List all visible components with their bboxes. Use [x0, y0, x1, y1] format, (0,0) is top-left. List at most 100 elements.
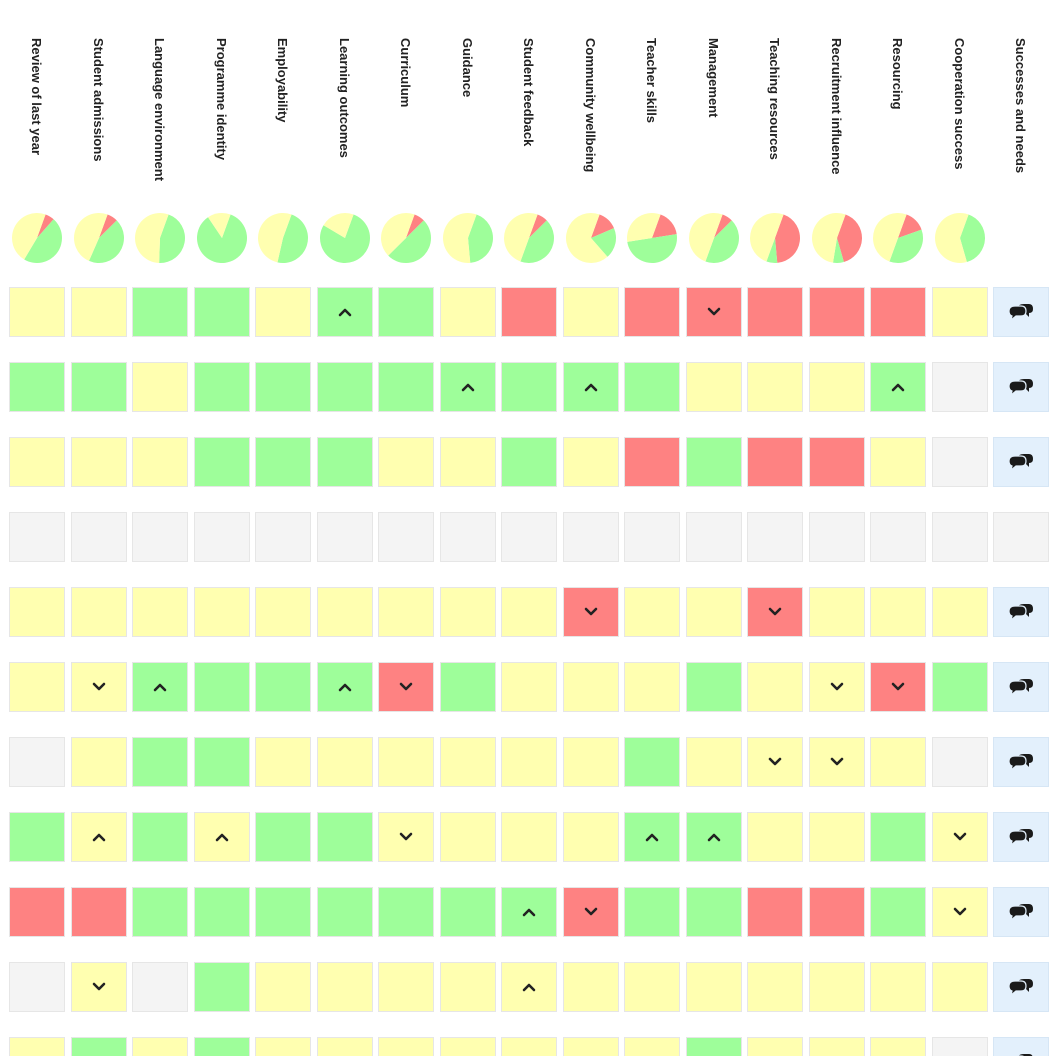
rating-cell-teacher-skills[interactable] [624, 662, 680, 712]
rating-cell-guidance[interactable] [440, 812, 496, 862]
rating-cell-student-admissions[interactable] [71, 362, 127, 412]
rating-cell-teacher-skills[interactable] [624, 812, 680, 862]
rating-cell-community-wellbeing[interactable] [563, 662, 619, 712]
rating-cell-review-of-last-year[interactable] [9, 287, 65, 337]
rating-cell-language-environment[interactable] [132, 737, 188, 787]
rating-cell-employability[interactable] [255, 587, 311, 637]
rating-cell-teaching-resources[interactable] [747, 662, 803, 712]
rating-cell-student-feedback[interactable] [501, 1037, 557, 1056]
rating-cell-teaching-resources[interactable] [747, 437, 803, 487]
rating-cell-student-feedback[interactable] [501, 362, 557, 412]
rating-cell-learning-outcomes[interactable] [317, 1037, 373, 1056]
rating-cell-programme-identity[interactable] [194, 287, 250, 337]
rating-cell-student-admissions[interactable] [71, 287, 127, 337]
rating-cell-teacher-skills[interactable] [624, 437, 680, 487]
comments-button[interactable] [993, 737, 1049, 787]
rating-cell-recruitment-influence[interactable] [809, 287, 865, 337]
rating-cell-management[interactable] [686, 287, 742, 337]
rating-cell-programme-identity[interactable] [194, 1037, 250, 1056]
rating-cell-curriculum[interactable] [378, 812, 434, 862]
rating-cell-learning-outcomes[interactable] [317, 287, 373, 337]
rating-cell-learning-outcomes[interactable] [317, 437, 373, 487]
rating-cell-student-admissions[interactable] [71, 587, 127, 637]
rating-cell-guidance[interactable] [440, 362, 496, 412]
rating-cell-management[interactable] [686, 437, 742, 487]
rating-cell-community-wellbeing[interactable] [563, 587, 619, 637]
rating-cell-community-wellbeing[interactable] [563, 962, 619, 1012]
rating-cell-teaching-resources[interactable] [747, 737, 803, 787]
rating-cell-curriculum[interactable] [378, 662, 434, 712]
rating-cell-recruitment-influence[interactable] [809, 662, 865, 712]
rating-cell-teacher-skills[interactable] [624, 737, 680, 787]
comments-button[interactable] [993, 587, 1049, 637]
rating-cell-employability[interactable] [255, 887, 311, 937]
rating-cell-curriculum[interactable] [378, 962, 434, 1012]
rating-cell-student-admissions[interactable] [71, 737, 127, 787]
rating-cell-recruitment-influence[interactable] [809, 1037, 865, 1056]
rating-cell-recruitment-influence[interactable] [809, 587, 865, 637]
comments-button[interactable] [993, 287, 1049, 337]
rating-cell-student-feedback[interactable] [501, 737, 557, 787]
rating-cell-review-of-last-year[interactable] [9, 812, 65, 862]
rating-cell-recruitment-influence[interactable] [809, 962, 865, 1012]
comments-button[interactable] [993, 812, 1049, 862]
rating-cell-programme-identity[interactable] [194, 362, 250, 412]
rating-cell-employability[interactable] [255, 287, 311, 337]
rating-cell-programme-identity[interactable] [194, 587, 250, 637]
rating-cell-recruitment-influence[interactable] [809, 362, 865, 412]
rating-cell-review-of-last-year[interactable] [9, 662, 65, 712]
rating-cell-community-wellbeing[interactable] [563, 887, 619, 937]
rating-cell-guidance[interactable] [440, 287, 496, 337]
rating-cell-community-wellbeing[interactable] [563, 1037, 619, 1056]
rating-cell-student-admissions[interactable] [71, 962, 127, 1012]
rating-cell-management[interactable] [686, 662, 742, 712]
rating-cell-management[interactable] [686, 587, 742, 637]
rating-cell-review-of-last-year[interactable] [9, 362, 65, 412]
comments-button[interactable] [993, 887, 1049, 937]
rating-cell-management[interactable] [686, 362, 742, 412]
rating-cell-teaching-resources[interactable] [747, 812, 803, 862]
rating-cell-teaching-resources[interactable] [747, 887, 803, 937]
rating-cell-guidance[interactable] [440, 887, 496, 937]
rating-cell-teaching-resources[interactable] [747, 962, 803, 1012]
rating-cell-resourcing[interactable] [870, 737, 926, 787]
rating-cell-review-of-last-year[interactable] [9, 1037, 65, 1056]
rating-cell-student-feedback[interactable] [501, 437, 557, 487]
rating-cell-cooperation-success[interactable] [932, 662, 988, 712]
rating-cell-resourcing[interactable] [870, 812, 926, 862]
rating-cell-student-admissions[interactable] [71, 662, 127, 712]
rating-cell-resourcing[interactable] [870, 437, 926, 487]
rating-cell-cooperation-success[interactable] [932, 287, 988, 337]
rating-cell-community-wellbeing[interactable] [563, 437, 619, 487]
rating-cell-teaching-resources[interactable] [747, 1037, 803, 1056]
rating-cell-employability[interactable] [255, 362, 311, 412]
rating-cell-recruitment-influence[interactable] [809, 737, 865, 787]
rating-cell-recruitment-influence[interactable] [809, 437, 865, 487]
rating-cell-teacher-skills[interactable] [624, 1037, 680, 1056]
rating-cell-cooperation-success[interactable] [932, 887, 988, 937]
rating-cell-programme-identity[interactable] [194, 437, 250, 487]
rating-cell-language-environment[interactable] [132, 437, 188, 487]
rating-cell-community-wellbeing[interactable] [563, 812, 619, 862]
rating-cell-curriculum[interactable] [378, 287, 434, 337]
rating-cell-employability[interactable] [255, 962, 311, 1012]
rating-cell-resourcing[interactable] [870, 362, 926, 412]
rating-cell-curriculum[interactable] [378, 587, 434, 637]
rating-cell-guidance[interactable] [440, 737, 496, 787]
rating-cell-teacher-skills[interactable] [624, 362, 680, 412]
comments-button[interactable] [993, 362, 1049, 412]
rating-cell-student-feedback[interactable] [501, 287, 557, 337]
rating-cell-employability[interactable] [255, 437, 311, 487]
rating-cell-resourcing[interactable] [870, 587, 926, 637]
rating-cell-resourcing[interactable] [870, 287, 926, 337]
rating-cell-student-admissions[interactable] [71, 1037, 127, 1056]
comments-button[interactable] [993, 1037, 1049, 1056]
rating-cell-review-of-last-year[interactable] [9, 887, 65, 937]
rating-cell-employability[interactable] [255, 737, 311, 787]
rating-cell-management[interactable] [686, 737, 742, 787]
rating-cell-guidance[interactable] [440, 962, 496, 1012]
rating-cell-student-feedback[interactable] [501, 587, 557, 637]
comments-button[interactable] [993, 962, 1049, 1012]
rating-cell-curriculum[interactable] [378, 437, 434, 487]
rating-cell-guidance[interactable] [440, 662, 496, 712]
